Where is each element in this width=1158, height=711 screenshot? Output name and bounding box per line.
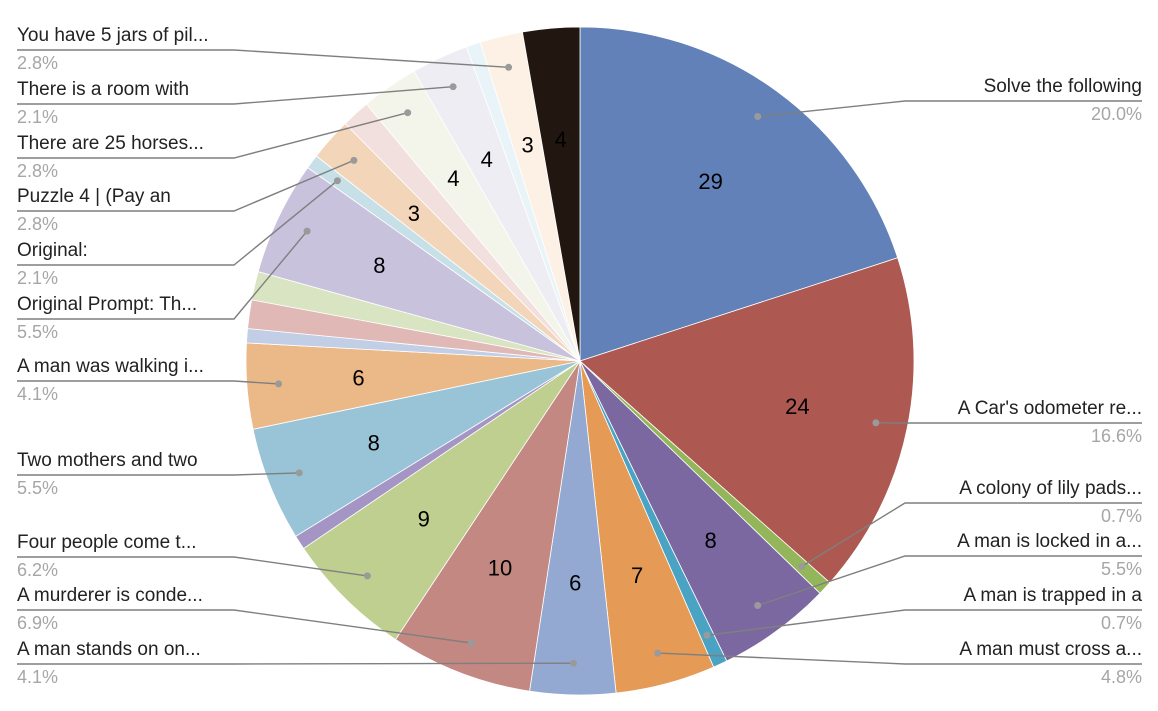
legend-percent-10: 5.5% (17, 478, 58, 498)
legend-percent-2: 0.7% (1101, 506, 1142, 526)
slice-value-label-1: 24 (785, 394, 809, 419)
leader-dot-5 (654, 649, 662, 657)
leader-dot-2 (798, 563, 806, 570)
leader-dot-22 (505, 63, 513, 71)
leader-line-0 (757, 100, 1142, 118)
leader-dot-10 (295, 469, 303, 477)
leader-dot-16 (333, 177, 341, 185)
leader-line-11 (17, 380, 279, 385)
legend-label-8: Four people come t... (17, 532, 197, 553)
leader-dot-1 (872, 419, 880, 427)
leader-line-8 (17, 556, 368, 577)
slice-value-label-17: 3 (408, 201, 420, 226)
legend-percent-19: 2.8% (17, 161, 58, 181)
legend-percent-5: 4.8% (1101, 667, 1142, 687)
legend-percent-6: 4.1% (17, 667, 58, 687)
leader-line-10 (17, 472, 300, 476)
legend-label-20: There is a room with (17, 79, 189, 100)
legend-label-15: Original Prompt: Th... (17, 294, 197, 315)
leader-line-7 (17, 609, 472, 644)
slice-value-label-6: 6 (569, 571, 581, 596)
legend-percent-7: 6.9% (17, 613, 58, 633)
leader-line-20 (17, 86, 454, 105)
legend-label-19: There are 25 horses... (17, 133, 204, 154)
legend-label-10: Two mothers and two (17, 450, 198, 471)
leader-dot-8 (363, 572, 371, 580)
pie-slice-8 (302, 360, 581, 641)
leader-line-17 (17, 159, 355, 212)
leader-dot-20 (449, 83, 457, 91)
leader-line-22 (17, 49, 509, 68)
pie-slice-0 (579, 26, 899, 362)
legend-label-2: A colony of lily pads... (959, 478, 1142, 499)
legend-label-11: A man was walking i... (17, 356, 204, 377)
leader-line-3 (757, 555, 1142, 607)
leader-dot-7 (467, 639, 475, 647)
slice-value-label-7: 10 (488, 556, 512, 581)
leader-line-4 (706, 609, 1142, 636)
legend-percent-4: 0.7% (1101, 613, 1142, 633)
leader-dot-3 (754, 602, 762, 609)
slice-value-label-8: 9 (418, 506, 430, 531)
legend-label-4: A man is trapped in a (964, 585, 1143, 606)
pie-slice-23 (521, 26, 581, 362)
legend-percent-15: 5.5% (17, 322, 58, 342)
legend-percent-11: 4.1% (17, 384, 58, 404)
pie-slice-1 (579, 257, 915, 584)
leader-dot-19 (404, 109, 412, 117)
legend-percent-0: 20.0% (1091, 104, 1142, 124)
leader-dot-15 (303, 227, 311, 235)
legend-label-22: You have 5 jars of pil... (17, 25, 209, 46)
slice-value-label-19: 4 (447, 166, 459, 191)
legend-label-1: A Car's odometer re... (958, 398, 1142, 419)
legend-label-16: Original: (17, 240, 88, 261)
legend-label-6: A man stands on on... (17, 639, 201, 660)
slice-value-label-22: 3 (521, 133, 533, 158)
leader-dot-6 (570, 659, 577, 667)
legend-label-5: A man must cross a... (959, 639, 1142, 660)
leader-line-6 (17, 662, 574, 665)
legend-percent-17: 2.8% (17, 214, 58, 234)
pie-slice-7 (395, 360, 581, 692)
leader-dot-11 (275, 380, 283, 388)
leader-line-19 (17, 112, 408, 159)
leader-line-2 (801, 502, 1142, 568)
slice-value-label-0: 29 (698, 169, 722, 194)
slice-value-label-3: 8 (704, 528, 716, 553)
legend-percent-16: 2.1% (17, 268, 58, 288)
legend-layer: Solve the following 20.0% A Car's odometer… (17, 25, 1142, 687)
leader-line-15 (17, 230, 308, 320)
leader-dot-4 (703, 631, 711, 639)
legend-percent-20: 2.1% (17, 107, 58, 127)
legend-percent-1: 16.6% (1091, 426, 1142, 446)
slices-layer (245, 26, 915, 696)
slice-value-label-5: 7 (631, 563, 643, 588)
legend-label-7: A murderer is conde... (17, 585, 203, 606)
leader-line-5 (657, 652, 1142, 665)
slice-value-label-15: 8 (373, 253, 385, 278)
slice-value-label-10: 8 (368, 431, 380, 456)
legend-label-17: Puzzle 4 | (Pay an (17, 186, 171, 207)
legend-label-3: A man is locked in a... (957, 531, 1142, 552)
legend-label-0: Solve the following (984, 76, 1142, 97)
legend-percent-3: 5.5% (1101, 559, 1142, 579)
legend-percent-8: 6.2% (17, 560, 58, 580)
leader-dot-17 (350, 156, 358, 164)
leader-line-16 (17, 180, 338, 266)
slice-value-label-20: 4 (481, 147, 493, 172)
slice-value-label-11: 6 (352, 365, 364, 390)
legend-percent-22: 2.8% (17, 53, 58, 73)
slice-value-label-23: 4 (555, 127, 567, 152)
leader-dot-0 (754, 113, 762, 120)
